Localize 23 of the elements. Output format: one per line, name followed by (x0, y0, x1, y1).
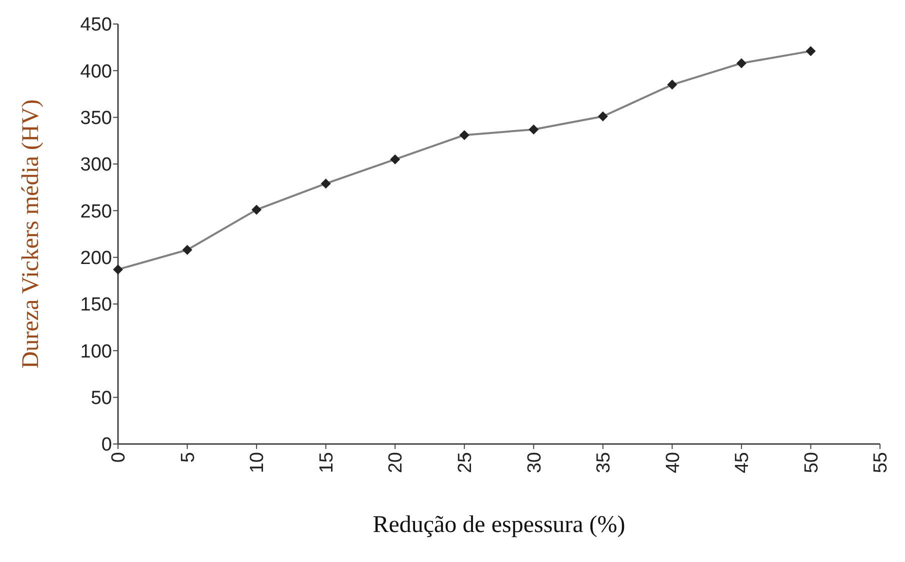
x-tick-label: 50 (801, 452, 822, 474)
y-tick-label: 350 (80, 108, 112, 129)
y-tick-label: 450 (80, 14, 112, 36)
y-tick-label: 150 (80, 294, 112, 316)
x-tick-label: 5 (178, 452, 199, 463)
x-axis-title: Redução de espessura (%) (372, 512, 626, 538)
y-tick-label: 100 (80, 341, 112, 362)
x-tick-label: 15 (316, 452, 338, 474)
x-tick-label: 35 (594, 452, 615, 474)
x-tick-label: 10 (247, 452, 268, 474)
x-tick-label: 30 (524, 452, 546, 474)
x-tick-label: 55 (870, 452, 892, 474)
y-tick-label: 250 (80, 201, 112, 222)
y-tick-label: 200 (80, 248, 112, 269)
x-tick-label: 20 (386, 452, 407, 474)
y-tick-label: 50 (90, 388, 112, 409)
y-axis-title: Dureza Vickers média (HV) (18, 99, 44, 369)
y-tick-label: 400 (80, 61, 112, 82)
y-tick-label: 300 (80, 154, 112, 176)
x-tick-label: 25 (455, 452, 476, 474)
x-tick-label: 0 (108, 452, 130, 463)
x-tick-label: 40 (662, 452, 684, 474)
x-tick-label: 45 (732, 452, 754, 474)
